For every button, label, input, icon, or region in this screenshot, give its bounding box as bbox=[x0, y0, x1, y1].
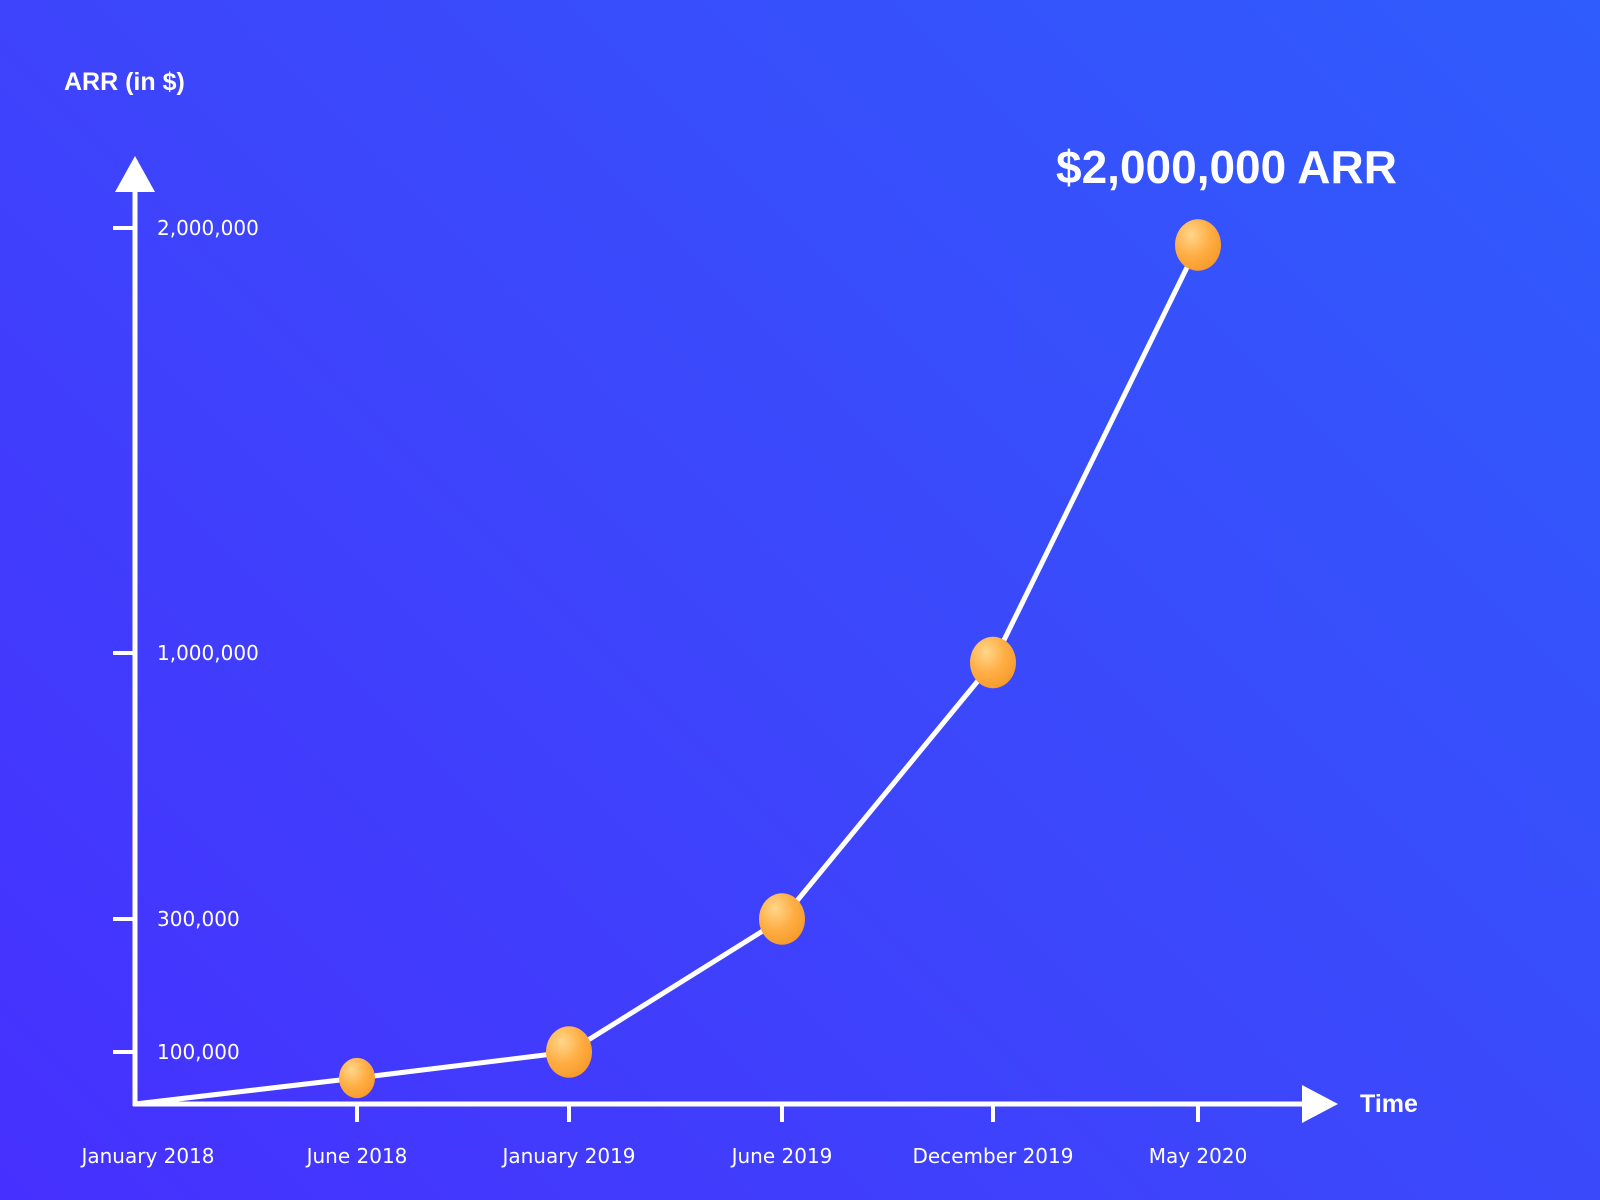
data-point bbox=[759, 893, 805, 945]
data-point bbox=[970, 636, 1016, 689]
x-axis-ticks: January 2018 June 2018 January 2019 June 20… bbox=[79, 1104, 1247, 1168]
y-tick-label: 300,000 bbox=[157, 907, 240, 931]
y-axis-title: ARR (in $) bbox=[64, 68, 185, 96]
series-line bbox=[132, 242, 1201, 1107]
data-point bbox=[339, 1057, 375, 1099]
x-tick-label: June 2019 bbox=[730, 1144, 833, 1168]
x-tick-label: January 2019 bbox=[500, 1144, 635, 1168]
chart-axes bbox=[115, 156, 1338, 1123]
y-tick-label: 100,000 bbox=[157, 1040, 240, 1064]
arr-callout: $2,000,000 ARR bbox=[1056, 141, 1397, 193]
y-axis-arrow-icon bbox=[115, 156, 155, 192]
data-point bbox=[1175, 219, 1221, 271]
x-tick-label: December 2019 bbox=[913, 1144, 1074, 1168]
x-tick-label: January 2018 bbox=[79, 1144, 214, 1168]
x-tick-label: May 2020 bbox=[1149, 1144, 1248, 1168]
arr-series bbox=[132, 219, 1221, 1107]
x-axis-arrow-icon bbox=[1302, 1085, 1338, 1123]
data-point bbox=[546, 1026, 592, 1078]
y-tick-label: 2,000,000 bbox=[157, 216, 259, 240]
y-tick-label: 1,000,000 bbox=[157, 641, 259, 665]
x-axis-title: Time bbox=[1360, 1090, 1418, 1118]
x-tick-label: June 2018 bbox=[305, 1144, 408, 1168]
y-axis-ticks: 100,000 300,000 1,000,000 2,000,000 bbox=[113, 216, 259, 1064]
